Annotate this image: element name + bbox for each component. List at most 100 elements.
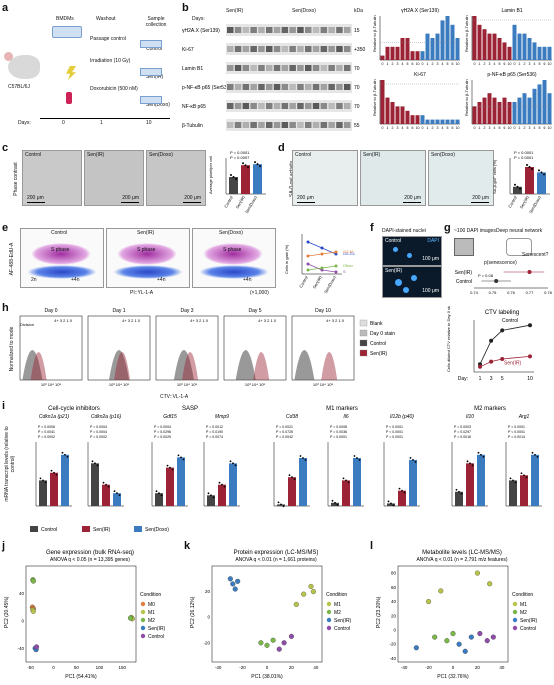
bar-dot [244, 164, 247, 167]
i-qpcr-charts: Cell-cycle inhibitors SASP M1 markers M2 ma… [30, 406, 542, 533]
i-bar [455, 491, 463, 506]
i-dot [345, 479, 347, 482]
blot-band [320, 46, 328, 52]
b-bar [405, 38, 410, 60]
blot-band [258, 122, 265, 128]
i-pvalue: P = 0.0001 [508, 425, 525, 429]
h-ctv-xtick: 1 [479, 376, 482, 382]
blot-band [273, 103, 281, 109]
i-dot [91, 460, 94, 463]
b-bar-xtick: 1 [387, 126, 389, 130]
pca-legend-label: M1 [148, 610, 155, 616]
d-scalebar-label: 200 μm [472, 195, 489, 201]
b-bar-ylabel: Relative to β-Tubulin [372, 79, 377, 116]
e-xtick: Sen(Doxo) [323, 274, 337, 294]
blot-day-tick: 4 [323, 20, 326, 21]
bar-ylabel: Average pixel/per cell [208, 156, 213, 194]
b-bar-xtick: 1 [387, 62, 389, 66]
b-bar-xtick: 5 [407, 62, 409, 66]
i-pvalue: P < 0.0001 [508, 430, 525, 434]
b-bar-xtick: 4 [402, 126, 404, 130]
b-bar [440, 20, 445, 60]
b-bar [435, 33, 440, 60]
blot-band [312, 103, 320, 109]
s-phase-cloud [31, 243, 91, 265]
i-dot [403, 491, 406, 494]
4n-label: +4n [243, 277, 252, 283]
pca-point [270, 637, 276, 643]
blot-band [320, 122, 328, 128]
b-bar-xtick: 10 [508, 126, 512, 130]
h-senir-peak [114, 352, 131, 380]
bar-dot [514, 183, 516, 186]
pca-legend-dot [140, 617, 146, 623]
i-dot [96, 464, 99, 467]
f-image-control: Control DAPI 100 μm [382, 236, 442, 266]
e-point [334, 250, 338, 254]
pca-xtick: -20 [239, 665, 246, 670]
blot-band [234, 84, 242, 90]
c-scalebar-label: 200 μm [184, 195, 201, 201]
b-bar [522, 93, 527, 124]
panel-label-h: h [2, 302, 9, 314]
blot-band [289, 65, 296, 71]
h-ctv-point [528, 323, 532, 328]
b-bar-xtick: 6 [504, 62, 506, 66]
blot-band [289, 103, 296, 109]
panel-label-e: e [2, 222, 9, 234]
pca-title: Metabolite levels (LC-MS/MS) [422, 550, 502, 556]
blot-protein-label: p-NF-κB p65 (Ser536) [182, 85, 232, 91]
b-bar [497, 38, 502, 60]
blot-band [320, 84, 328, 90]
b-bar-xtick: 0 [382, 126, 384, 130]
blot-band [273, 27, 281, 33]
pca-point [477, 631, 483, 637]
b-bar-xtick: 0 [514, 126, 516, 130]
pca-legend-label: Sen(IR) [148, 626, 166, 632]
b-bar [532, 42, 537, 60]
pca-xtick: 20 [475, 665, 481, 670]
pca-point [310, 589, 316, 595]
blot-band [320, 103, 328, 109]
blot-band [305, 27, 312, 33]
b-bar [517, 97, 522, 124]
d-image-sen-ir: Sen(IR) 200 μm [360, 150, 426, 206]
d-image-control: Control 200 μm [292, 150, 358, 206]
bar [513, 186, 522, 194]
b-bar-xtick: 2 [392, 62, 394, 66]
i-dot [155, 490, 158, 493]
i-pvalue: P = 0.0036 [330, 430, 347, 434]
pca-ylabel: PC2 (20.45%) [4, 596, 10, 628]
blot-band [328, 27, 335, 33]
e-point [306, 240, 310, 244]
blot-lane-background [226, 119, 352, 131]
pca-point [293, 601, 299, 607]
e-point [320, 246, 324, 250]
blot-lane-background [226, 43, 352, 55]
sen-ir-output-label: Sen(IR) [146, 74, 164, 80]
blot-band [312, 65, 320, 71]
pca-point [276, 646, 282, 652]
blot-band [336, 84, 343, 90]
pca-xtick: 100 [96, 665, 104, 670]
scale-bar [403, 202, 421, 203]
panel-g: ~100 DAPI images Deep neural network Sen… [444, 228, 554, 300]
b-bar-xtick: 5 [447, 126, 449, 130]
b-bar [472, 16, 477, 60]
i-dot [480, 453, 482, 456]
i-dot [39, 477, 42, 480]
washout-label: Washout [96, 16, 116, 22]
bar-dot [540, 171, 543, 174]
g-point [494, 279, 499, 283]
pca-xtick: -50 [27, 665, 34, 670]
h-frame [291, 315, 355, 381]
b-bar-xtick: 2 [432, 126, 434, 130]
b-bar-xtick: 4 [494, 62, 496, 66]
b-bar [512, 102, 517, 124]
pca-ytick: 40 [391, 599, 397, 604]
i-dot [291, 476, 293, 479]
b-bar-xtick: 0 [422, 126, 424, 130]
pca-point [33, 644, 40, 650]
i-dot [42, 479, 44, 482]
